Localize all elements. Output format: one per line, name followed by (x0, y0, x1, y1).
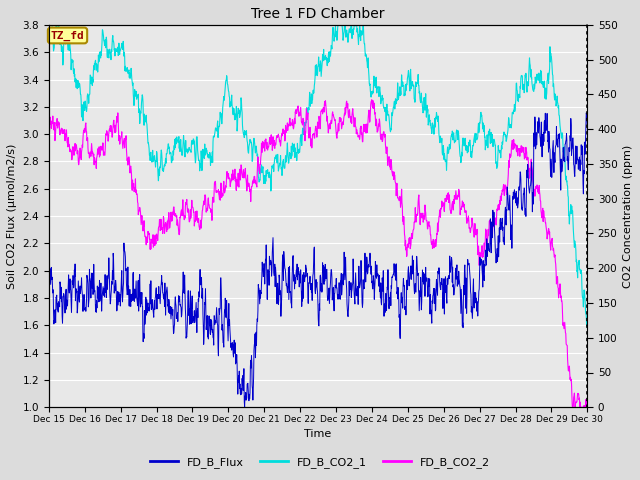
Y-axis label: CO2 Concentration (ppm): CO2 Concentration (ppm) (623, 144, 633, 288)
Title: Tree 1 FD Chamber: Tree 1 FD Chamber (252, 7, 385, 21)
X-axis label: Time: Time (305, 430, 332, 440)
Legend: FD_B_Flux, FD_B_CO2_1, FD_B_CO2_2: FD_B_Flux, FD_B_CO2_1, FD_B_CO2_2 (145, 452, 495, 472)
Y-axis label: Soil CO2 Flux (μmol/m2/s): Soil CO2 Flux (μmol/m2/s) (7, 144, 17, 289)
Text: TZ_fd: TZ_fd (51, 30, 84, 41)
